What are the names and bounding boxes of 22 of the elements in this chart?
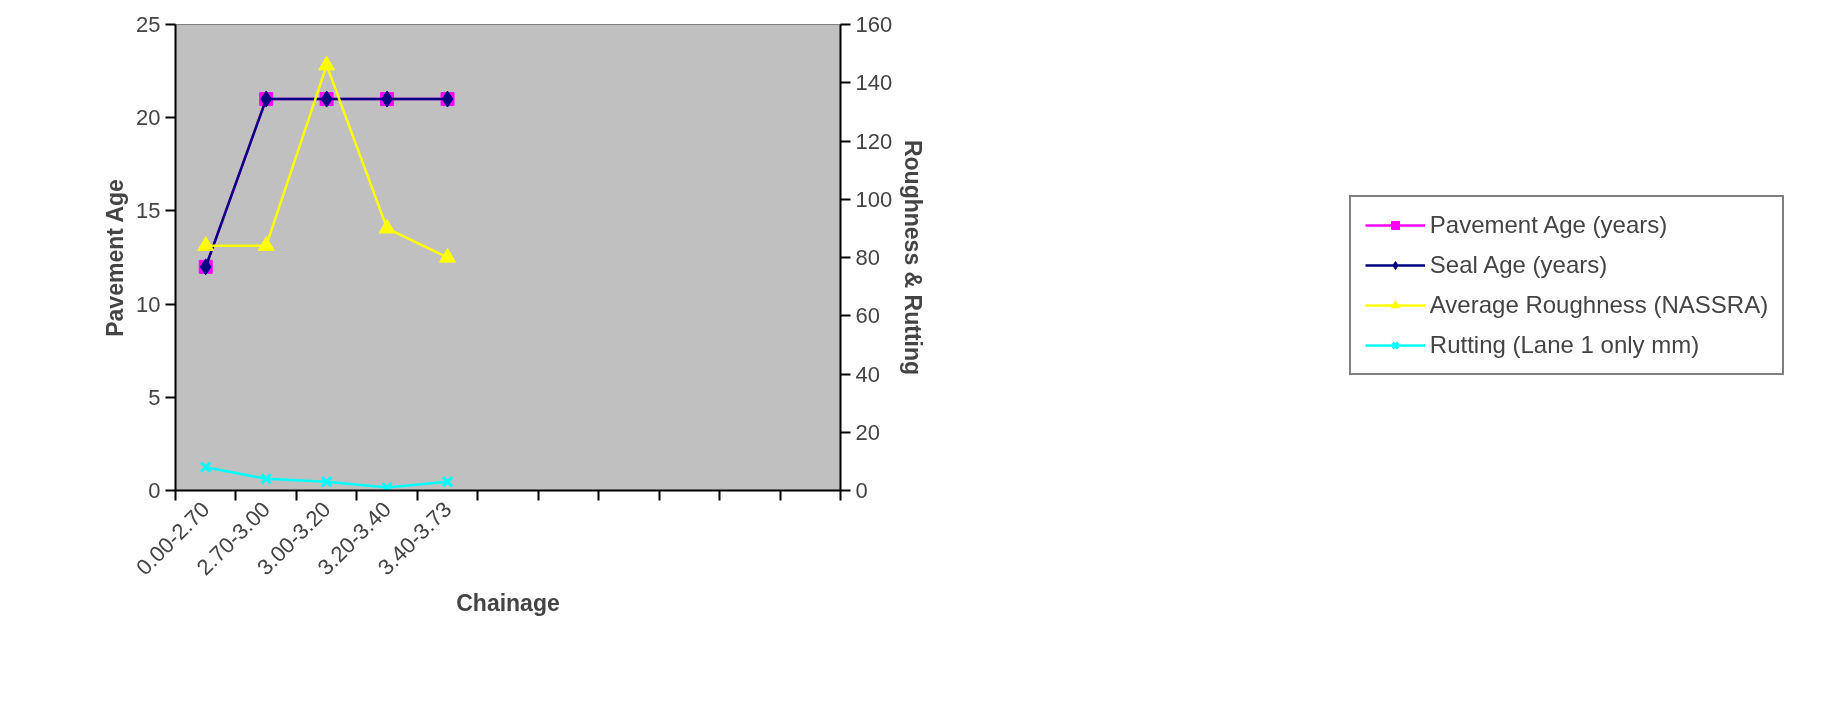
legend-label: Pavement Age (years) <box>1429 211 1668 239</box>
y2-tick-label: 140 <box>855 70 893 96</box>
y2-tick-label: 40 <box>855 361 880 387</box>
y2-tick-label: 80 <box>855 245 880 270</box>
y2-axis-title: Roughness & Rutting <box>900 139 927 376</box>
y2-tick-label: 20 <box>855 419 880 445</box>
y-axis-title: Pavement Age <box>102 179 129 337</box>
x-axis-title: Chainage <box>456 589 560 616</box>
y2-tick-label: 100 <box>855 186 893 212</box>
y-tick-label: 15 <box>136 198 161 224</box>
y2-tick-label: 60 <box>855 303 880 329</box>
legend-label: Rutting (Lane 1 only mm) <box>1429 331 1700 359</box>
y-tick-label: 0 <box>148 478 161 503</box>
legend-label: Seal Age (years) <box>1429 251 1608 279</box>
y2-tick-label: 0 <box>855 478 868 503</box>
y2-tick-label: 120 <box>855 128 893 154</box>
legend-label: Average Roughness (NASSRA) <box>1429 291 1769 319</box>
y2-tick-label: 160 <box>855 12 893 37</box>
y-tick-label: 20 <box>136 105 161 131</box>
y-tick-label: 10 <box>136 291 161 317</box>
y-tick-label: 5 <box>148 384 161 410</box>
y-tick-label: 25 <box>136 12 161 37</box>
